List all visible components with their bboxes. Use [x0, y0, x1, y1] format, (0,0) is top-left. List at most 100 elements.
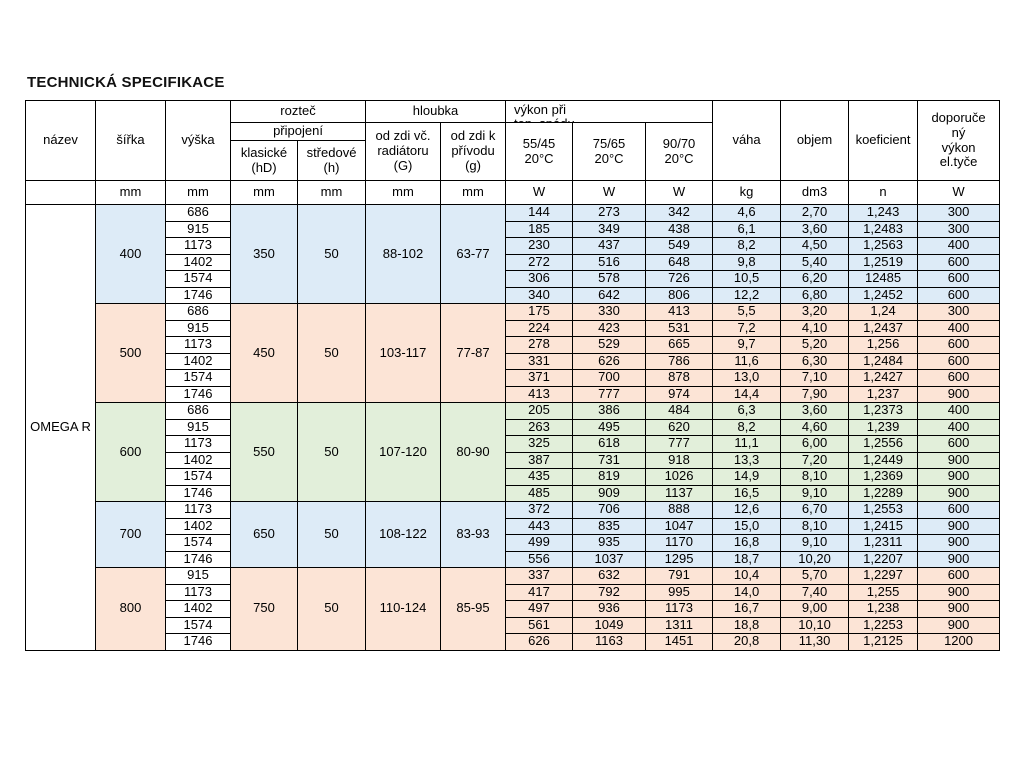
vaha-cell: 16,8	[712, 534, 782, 552]
col-header-nazev: název	[25, 100, 96, 181]
koeficient-cell: 1,2207	[848, 550, 919, 568]
hloubka-g-cell: 103-117	[365, 303, 441, 403]
spec-row: 1402 331 626 786 11,6 6,30 1,2484 600	[26, 352, 1001, 370]
header-row-3: klasické (hD) středové (h)	[26, 140, 1000, 181]
power-5545-cell: 499	[505, 534, 574, 552]
col-header-od-zdi-k: od zdi k přívodu (g)	[439, 122, 507, 181]
koeficient-cell: 1,2125	[848, 633, 919, 651]
power-7565-cell: 618	[572, 435, 647, 453]
spec-row: 1574 561 1049 1311 18,8 10,10 1,2253 900	[26, 616, 1001, 634]
roztec-stredove-cell: 50	[297, 501, 366, 568]
hloubka-g-cell: 107-120	[365, 402, 441, 502]
col-header-vykon: výkon přitep. spádu	[505, 100, 714, 123]
vaha-cell: 16,5	[712, 484, 782, 502]
koeficient-cell: 1,243	[848, 204, 919, 222]
el-vykon-cell: 900	[917, 600, 1001, 618]
vyska-cell: 1402	[165, 253, 231, 271]
spec-row: 1173 325 618 777 11,1 6,00 1,2556 600	[26, 435, 1001, 453]
col-header-doporuceny: doporuče ný výkon el.tyče	[917, 100, 1001, 181]
unit-objem: dm3	[780, 180, 850, 205]
power-7565-cell: 632	[572, 567, 647, 585]
vyska-cell: 915	[165, 319, 231, 337]
power-5545-cell: 372	[505, 501, 574, 519]
el-vykon-cell: 900	[917, 451, 1001, 469]
spec-row: 915 185 349 438 6,1 3,60 1,2483 300	[26, 220, 1001, 238]
power-9070-cell: 438	[645, 220, 714, 238]
power-7565-cell: 642	[572, 286, 647, 304]
objem-cell: 7,10	[780, 369, 850, 387]
vyska-cell: 1173	[165, 583, 231, 601]
vaha-cell: 11,6	[712, 352, 782, 370]
objem-cell: 2,70	[780, 204, 850, 222]
power-5545-cell: 331	[505, 352, 574, 370]
koeficient-cell: 1,2311	[848, 534, 919, 552]
el-vykon-cell: 400	[917, 402, 1001, 420]
el-vykon-cell: 900	[917, 468, 1001, 486]
koeficient-cell: 1,2369	[848, 468, 919, 486]
vaha-cell: 9,7	[712, 336, 782, 354]
koeficient-cell: 1,256	[848, 336, 919, 354]
vaha-cell: 16,7	[712, 600, 782, 618]
vyska-cell: 686	[165, 402, 231, 420]
power-7565-cell: 835	[572, 517, 647, 535]
power-5545-cell: 417	[505, 583, 574, 601]
spec-row: 1746 626 1163 1451 20,8 11,30 1,2125 1200	[26, 633, 1001, 651]
koeficient-cell: 1,2452	[848, 286, 919, 304]
power-9070-cell: 1173	[645, 600, 714, 618]
spec-row: 1746 340 642 806 12,2 6,80 1,2452 600	[26, 286, 1001, 304]
power-9070-cell: 620	[645, 418, 714, 436]
objem-cell: 11,30	[780, 633, 850, 651]
spec-row: 1173 230 437 549 8,2 4,50 1,2563 400	[26, 237, 1001, 255]
vaha-cell: 10,4	[712, 567, 782, 585]
power-7565-cell: 706	[572, 501, 647, 519]
koeficient-cell: 1,238	[848, 600, 919, 618]
vyska-cell: 1746	[165, 286, 231, 304]
objem-cell: 4,10	[780, 319, 850, 337]
sirka-cell: 800	[95, 567, 166, 651]
spec-row: 800 915 750 50 110-124 85-95 337 632 791 10,4 5,70…	[26, 567, 1001, 651]
power-9070-cell: 665	[645, 336, 714, 354]
col-header-objem: objem	[780, 100, 850, 181]
vyska-cell: 1574	[165, 468, 231, 486]
power-7565-cell: 437	[572, 237, 647, 255]
koeficient-cell: 1,2449	[848, 451, 919, 469]
vyska-cell: 1173	[165, 336, 231, 354]
vykon-header-text: výkon přitep. spádu	[514, 102, 575, 122]
col-header-roztec: rozteč	[230, 100, 366, 123]
power-5545-cell: 561	[505, 616, 574, 634]
power-7565-cell: 516	[572, 253, 647, 271]
koeficient-cell: 1,2484	[848, 352, 919, 370]
el-vykon-cell: 600	[917, 567, 1001, 585]
vaha-cell: 4,6	[712, 204, 782, 222]
el-vykon-cell: 600	[917, 253, 1001, 271]
vyska-cell: 1746	[165, 385, 231, 403]
spec-row: 1746 556 1037 1295 18,7 10,20 1,2207 900	[26, 550, 1001, 568]
power-5545-cell: 413	[505, 385, 574, 403]
objem-cell: 10,10	[780, 616, 850, 634]
power-5545-cell: 306	[505, 270, 574, 288]
power-9070-cell: 791	[645, 567, 714, 585]
vaha-cell: 14,0	[712, 583, 782, 601]
vyska-cell: 1574	[165, 369, 231, 387]
power-7565-cell: 1037	[572, 550, 647, 568]
el-vykon-cell: 900	[917, 550, 1001, 568]
power-9070-cell: 531	[645, 319, 714, 337]
spec-row: OMEGA R 400 686 350 50 88-102 63-77 144 273 342 4,…	[25, 204, 1001, 651]
power-7565-cell: 1049	[572, 616, 647, 634]
objem-cell: 6,30	[780, 352, 850, 370]
vyska-cell: 1173	[165, 501, 231, 519]
roztec-klasicke-cell: 550	[230, 402, 298, 502]
vyska-cell: 1574	[165, 534, 231, 552]
objem-cell: 4,60	[780, 418, 850, 436]
spec-row: 1173 417 792 995 14,0 7,40 1,255 900	[26, 583, 1001, 601]
vaha-cell: 6,1	[712, 220, 782, 238]
power-5545-cell: 175	[505, 303, 574, 321]
spec-row: 1746 413 777 974 14,4 7,90 1,237 900	[26, 385, 1001, 403]
spec-row: 1574 435 819 1026 14,9 8,10 1,2369 900	[26, 468, 1001, 486]
el-vykon-cell: 600	[917, 352, 1001, 370]
power-5545-cell: 224	[505, 319, 574, 337]
power-7565-cell: 909	[572, 484, 647, 502]
koeficient-cell: 1,255	[848, 583, 919, 601]
unit-w-7565: W	[572, 180, 647, 205]
